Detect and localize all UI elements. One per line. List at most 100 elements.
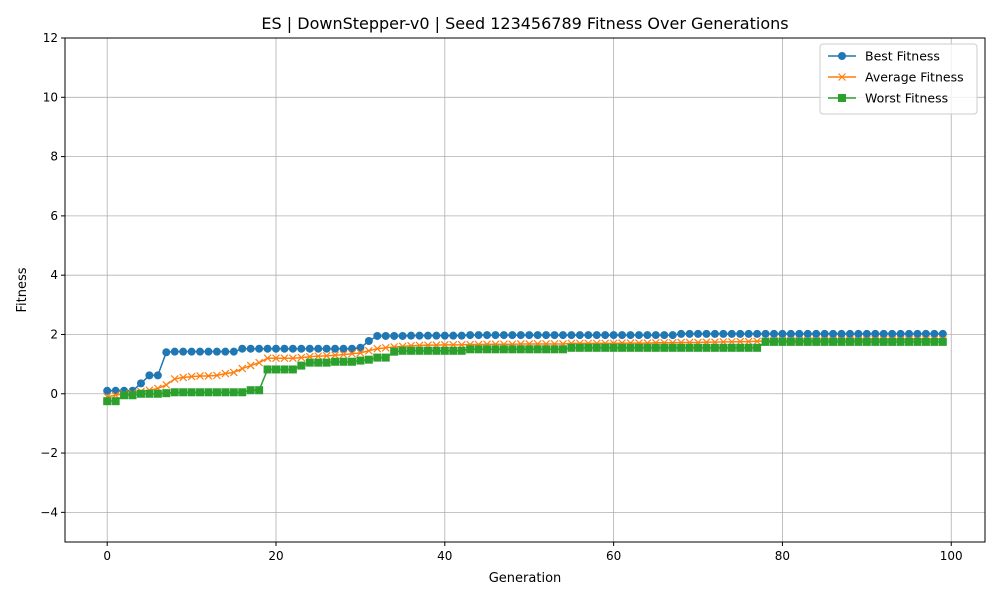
worst-fitness-point xyxy=(440,346,449,355)
best-fitness-point xyxy=(263,344,272,353)
average-fitness-point xyxy=(272,354,280,363)
worst-fitness-point xyxy=(474,345,483,354)
worst-fitness-point xyxy=(305,358,314,367)
best-fitness-point xyxy=(103,386,112,395)
best-fitness-point xyxy=(272,344,281,353)
legend: Best Fitness Average Fitness Worst Fitness xyxy=(819,43,978,115)
best-fitness-point xyxy=(651,331,660,340)
average-fitness-point xyxy=(255,358,264,367)
worst-fitness-point xyxy=(187,388,196,397)
average-fitness-point xyxy=(213,371,221,380)
best-fitness-point xyxy=(508,331,517,340)
best-fitness-point xyxy=(423,331,432,340)
average-fitness-point xyxy=(179,373,188,382)
y-axis-label: Fitness xyxy=(15,267,30,312)
worst-fitness-point xyxy=(694,343,703,352)
best-fitness-point xyxy=(744,329,753,338)
average-fitness-point xyxy=(187,372,196,381)
worst-fitness-point xyxy=(845,337,854,346)
best-fitness-point xyxy=(685,329,694,338)
worst-fitness-point xyxy=(930,337,939,346)
best-fitness-point xyxy=(710,329,719,338)
best-fitness-point xyxy=(837,329,846,338)
best-fitness-point xyxy=(575,331,584,340)
average-fitness-point xyxy=(364,346,373,355)
worst-fitness-point xyxy=(128,391,137,400)
legend-item-worst-fitness: Worst Fitness xyxy=(828,91,948,106)
best-fitness-point xyxy=(373,331,382,340)
best-fitness-point xyxy=(558,331,567,340)
worst-fitness-point xyxy=(584,343,593,352)
best-fitness-point xyxy=(930,329,939,338)
best-fitness-point xyxy=(786,329,795,338)
series-layer xyxy=(103,329,947,406)
worst-fitness-point xyxy=(483,345,492,354)
best-fitness-point xyxy=(921,329,930,338)
y-tick-label: −4 xyxy=(40,505,58,519)
average-fitness-point xyxy=(162,380,171,389)
average-fitness-point xyxy=(348,349,356,358)
average-fitness-point xyxy=(263,354,272,363)
best-fitness-point xyxy=(871,329,880,338)
best-fitness-point xyxy=(634,331,643,340)
worst-fitness-point xyxy=(229,388,238,397)
average-fitness-point xyxy=(339,350,348,359)
x-tick-label: 40 xyxy=(437,549,452,563)
average-fitness-point xyxy=(229,368,238,377)
legend-marker xyxy=(838,94,846,102)
average-fitness-point xyxy=(204,372,213,380)
worst-fitness-point xyxy=(938,337,947,346)
worst-fitness-point xyxy=(862,337,871,346)
worst-fitness-point xyxy=(913,337,922,346)
best-fitness-point xyxy=(567,331,576,340)
worst-fitness-point xyxy=(618,343,627,352)
best-fitness-point xyxy=(407,331,416,340)
best-fitness-point xyxy=(677,329,686,338)
worst-fitness-point xyxy=(601,343,610,352)
worst-fitness-point xyxy=(407,346,416,355)
worst-fitness-point xyxy=(170,388,179,397)
worst-fitness-point xyxy=(668,343,677,352)
worst-fitness-point xyxy=(812,337,821,346)
worst-fitness-point xyxy=(829,337,838,346)
worst-fitness-point xyxy=(803,337,812,346)
best-fitness-point xyxy=(356,343,365,352)
average-fitness-point xyxy=(196,372,204,380)
best-fitness-point xyxy=(364,336,373,345)
worst-fitness-point xyxy=(879,337,888,346)
worst-fitness-point xyxy=(322,358,331,367)
best-fitness-point xyxy=(499,331,508,340)
worst-fitness-point xyxy=(398,346,407,355)
best-fitness-point xyxy=(626,331,635,340)
best-fitness-point xyxy=(111,386,120,395)
y-tick-label: −2 xyxy=(40,446,58,460)
y-tick-label: 8 xyxy=(50,150,58,164)
best-fitness-point xyxy=(643,331,652,340)
best-fitness-point xyxy=(221,347,230,356)
best-fitness-point xyxy=(702,329,711,338)
worst-fitness-point xyxy=(837,337,846,346)
worst-fitness-point xyxy=(753,343,762,352)
legend-marker xyxy=(838,73,846,81)
best-fitness-point xyxy=(938,329,947,338)
worst-fitness-point xyxy=(381,353,390,362)
worst-fitness-point xyxy=(162,389,171,398)
x-tick-label: 20 xyxy=(268,549,283,563)
worst-fitness-point xyxy=(499,345,508,354)
worst-fitness-point xyxy=(314,358,323,367)
best-fitness-point xyxy=(829,329,838,338)
best-fitness-point xyxy=(845,329,854,338)
worst-fitness-point xyxy=(634,343,643,352)
best-fitness-point xyxy=(694,329,703,338)
worst-fitness-point xyxy=(204,388,213,397)
best-fitness-point xyxy=(347,344,356,353)
worst-fitness-point xyxy=(677,343,686,352)
best-fitness-point xyxy=(888,329,897,338)
worst-fitness-point xyxy=(778,337,787,346)
worst-fitness-point xyxy=(871,337,880,346)
worst-fitness-point xyxy=(432,346,441,355)
worst-fitness-point xyxy=(145,389,154,398)
best-fitness-point xyxy=(322,344,331,353)
worst-fitness-point xyxy=(558,345,567,354)
best-fitness-point xyxy=(238,344,247,353)
